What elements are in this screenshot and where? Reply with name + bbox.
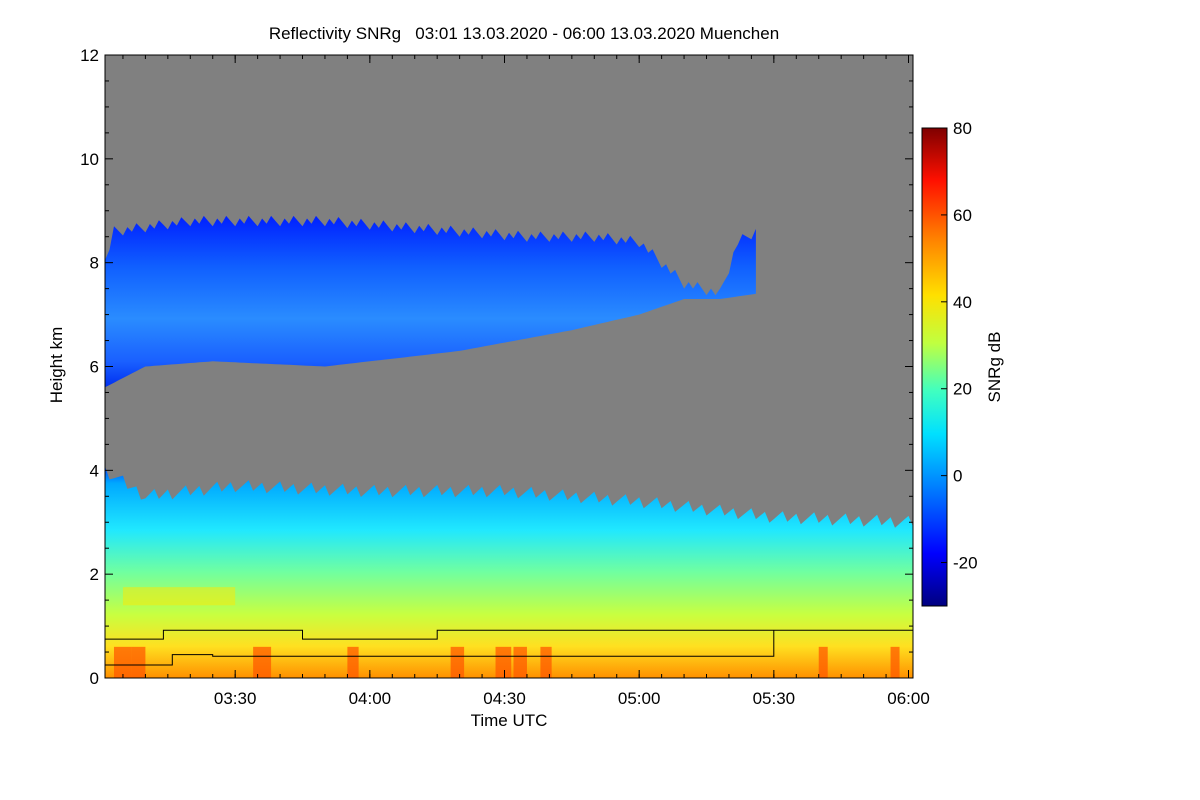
intense-echo-streak (253, 646, 272, 678)
colorbar-tick-label: 0 (953, 467, 962, 486)
reference-lines (105, 629, 913, 666)
colorbar-tick-label: 80 (953, 119, 972, 138)
intense-echo-streak (347, 646, 359, 678)
y-tick-label: 8 (90, 254, 99, 273)
colorbar-tick-label: 40 (953, 293, 972, 312)
y-tick-label: 2 (90, 565, 99, 584)
intense-echo-streak (113, 646, 132, 678)
y-tick-label: 12 (80, 46, 99, 65)
colorbar-gradient (921, 127, 948, 607)
intense-echo-streak (495, 646, 512, 678)
plot-area (104, 54, 914, 679)
x-axis-title: Time UTC (471, 711, 548, 730)
intense-echo-streak (131, 646, 146, 678)
y-tick-label: 6 (90, 358, 99, 377)
y-axis: 0 2 4 6 8 10 12 (80, 46, 913, 688)
intense-echo-streak (890, 646, 900, 678)
x-tick-label: 03:30 (214, 689, 257, 708)
lower-precip-layer (105, 466, 913, 678)
chart-title: Reflectivity SNRg 03:01 13.03.2020 - 06:… (269, 24, 779, 43)
bright-band (122, 587, 236, 606)
x-axis: 03:30 04:00 04:30 05:00 05:30 06:00 (122, 55, 930, 708)
intense-echo-streak (450, 646, 465, 678)
reference-line-upper (105, 629, 913, 640)
colorbar-ticks: -20 0 20 40 60 80 (941, 119, 978, 573)
intense-echo-streak (513, 646, 527, 678)
y-tick-label: 4 (90, 461, 99, 480)
x-tick-label: 06:00 (887, 689, 930, 708)
intense-echo-streak (818, 646, 828, 678)
y-tick-label: 10 (80, 150, 99, 169)
upper-cloud-layer (105, 215, 756, 388)
colorbar-title: SNRg dB (985, 332, 1004, 403)
x-tick-label: 05:00 (618, 689, 661, 708)
x-tick-label: 04:30 (483, 689, 526, 708)
colorbar-tick-label: -20 (953, 554, 978, 573)
reference-line-lower (105, 630, 775, 666)
colorbar: -20 0 20 40 60 80 SNRg dB (921, 119, 1004, 607)
y-tick-label: 0 (90, 669, 99, 688)
heatmap-layers (105, 215, 913, 678)
colorbar-tick-label: 20 (953, 380, 972, 399)
colorbar-tick-label: 60 (953, 206, 972, 225)
intense-echo-streak (540, 646, 552, 678)
x-tick-label: 04:00 (349, 689, 392, 708)
x-tick-label: 05:30 (753, 689, 796, 708)
y-axis-title: Height km (47, 327, 66, 404)
